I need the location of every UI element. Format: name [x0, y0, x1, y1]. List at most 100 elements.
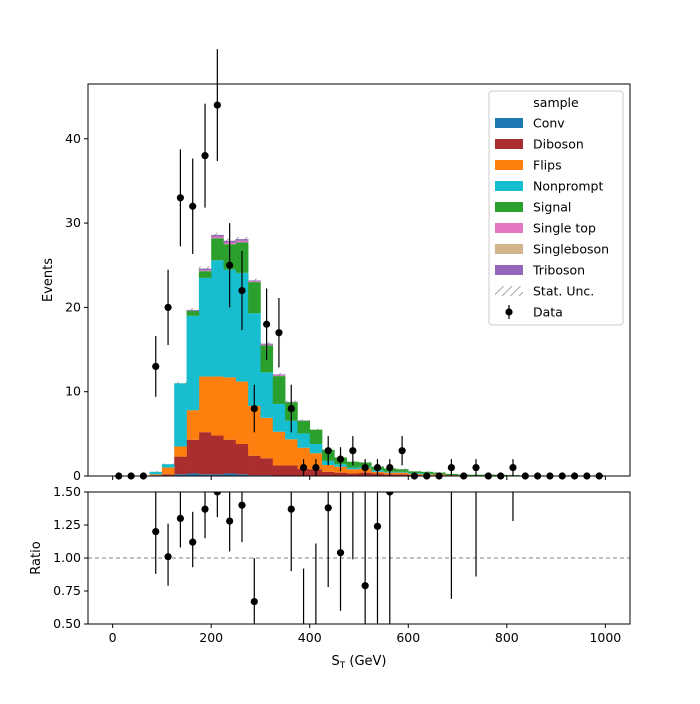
data-point: [288, 405, 295, 412]
legend-label: Flips: [533, 158, 562, 173]
bar-diboson: [199, 432, 212, 474]
ratio-point: [238, 502, 245, 509]
bar-flips: [396, 473, 409, 475]
stat-unc-band: [211, 233, 223, 238]
data-point: [362, 464, 369, 471]
bar-flips: [285, 439, 298, 465]
ratio-point: [226, 517, 233, 524]
stat-unc-band: [150, 471, 162, 472]
y-axis-label: Events: [41, 258, 56, 302]
stat-unc-band: [162, 464, 174, 465]
data-point: [448, 464, 455, 471]
data-point: [275, 329, 282, 336]
stat-unc-band: [408, 471, 420, 472]
bar-nonprompt: [347, 468, 360, 470]
x-tick-label: 400: [298, 630, 322, 645]
bar-diboson: [224, 440, 237, 474]
bar-diboson: [322, 472, 335, 476]
legend-label: Stat. Unc.: [533, 284, 594, 299]
data-point: [349, 447, 356, 454]
ratio-point: [337, 549, 344, 556]
bar-diboson: [187, 440, 200, 474]
data-point: [509, 464, 516, 471]
ratio-point: [472, 158, 479, 165]
bar-signal: [273, 376, 286, 404]
ratio-y-tick-label: 0.50: [53, 616, 81, 631]
legend-swatch-flips: [495, 160, 523, 170]
bar-nonprompt: [273, 404, 286, 432]
data-point: [386, 464, 393, 471]
x-tick-label: 0: [109, 630, 117, 645]
x-tick-label: 800: [495, 630, 519, 645]
ratio-y-tick-label: 0.75: [53, 583, 81, 598]
legend-swatch-nonprompt: [495, 181, 523, 191]
bar-flips: [322, 465, 335, 472]
stat-unc-band: [248, 278, 260, 282]
ratio-point: [189, 539, 196, 546]
bar-diboson: [236, 444, 249, 474]
ratio-point: [164, 553, 171, 560]
bar-diboson: [260, 458, 273, 475]
legend-swatch-conv: [495, 118, 523, 128]
y-tick-label: 30: [65, 215, 81, 230]
stat-unc-band: [174, 382, 186, 385]
legend-swatch-singleboson: [495, 244, 523, 254]
legend-swatch-diboson: [495, 139, 523, 149]
ratio-y-axis-label: Ratio: [29, 541, 44, 574]
x-axis-label-unit: (GeV): [345, 654, 386, 669]
ratio-point: [349, 383, 356, 390]
data-point: [300, 464, 307, 471]
data-point: [238, 287, 245, 294]
x-axis-label: ST (GeV): [331, 654, 386, 671]
data-point: [312, 464, 319, 471]
legend-swatch-signal: [495, 202, 523, 212]
ratio-y-tick-label: 1.50: [53, 484, 81, 499]
bar-signal: [211, 238, 224, 260]
bar-nonprompt: [174, 383, 187, 446]
stat-unc-band: [310, 429, 322, 431]
legend-swatch-stat-unc: [495, 286, 523, 296]
stat-unc-band: [236, 237, 248, 241]
ratio-point: [251, 598, 258, 605]
y-tick-label: 40: [65, 131, 81, 146]
legend-swatch-single-top: [495, 223, 523, 233]
bar-signal: [248, 282, 261, 313]
bar-flips: [187, 410, 200, 440]
y-tick-label: 20: [65, 299, 81, 314]
bar-nonprompt: [187, 316, 200, 410]
bar-diboson: [211, 436, 224, 475]
ratio-point: [325, 504, 332, 511]
ratio-point: [152, 528, 159, 535]
bar-flips: [150, 474, 163, 475]
bar-flips: [347, 469, 360, 473]
stat-unc-band: [199, 267, 211, 271]
data-point: [263, 321, 270, 328]
bar-flips: [199, 377, 212, 433]
ratio-point: [399, 26, 406, 33]
bar-diboson: [174, 457, 187, 475]
x-tick-label: 200: [199, 630, 223, 645]
bar-diboson: [334, 473, 347, 476]
stat-unc-band: [187, 308, 199, 312]
ratio-point: [201, 506, 208, 513]
legend: sampleConvDibosonFlipsNonpromptSignalSin…: [489, 91, 623, 325]
data-point: [177, 194, 184, 201]
bar-diboson: [285, 465, 298, 475]
data-point: [164, 304, 171, 311]
data-point: [189, 203, 196, 210]
ratio-point: [300, 649, 307, 656]
legend-swatch-data: [505, 308, 512, 315]
ratio-y-tick-label: 1.00: [53, 550, 81, 565]
legend-label: Diboson: [533, 137, 584, 152]
legend-label: Data: [533, 305, 563, 320]
bar-signal: [310, 430, 323, 444]
bar-nonprompt: [396, 472, 409, 473]
bar-nonprompt: [211, 260, 224, 376]
stat-unc-band: [273, 373, 285, 376]
legend-label: Singleboson: [533, 242, 609, 257]
y-tick-label: 10: [65, 384, 81, 399]
bar-flips: [211, 377, 224, 436]
ratio-point: [362, 582, 369, 589]
data-point: [325, 447, 332, 454]
x-axis-label-main: S: [331, 654, 339, 669]
